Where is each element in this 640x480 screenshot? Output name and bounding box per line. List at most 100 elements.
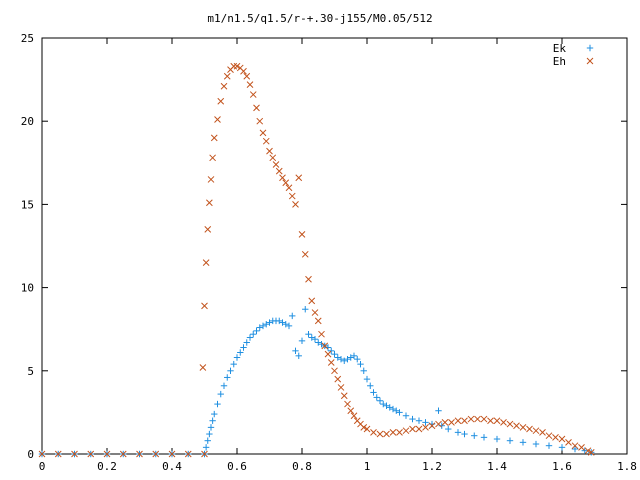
ek-point (298, 337, 306, 345)
eh-point (389, 429, 397, 436)
eh-point (243, 72, 251, 80)
ek-point (367, 382, 374, 389)
ek-point (289, 312, 296, 320)
eh-point (38, 450, 46, 458)
ek-point (311, 335, 319, 343)
ek-point (240, 344, 247, 351)
x-tick-label: 1.6 (552, 460, 572, 473)
eh-point (376, 430, 384, 438)
y-tick-label: 20 (21, 115, 34, 128)
eh-point (584, 447, 592, 455)
y-tick-label: 10 (21, 282, 34, 295)
ek-point (250, 330, 257, 338)
eh-point (334, 375, 342, 383)
ek-point (445, 425, 452, 433)
ek-point (571, 445, 579, 453)
eh-point (256, 117, 264, 125)
legend-label-ek: Ek (553, 42, 567, 55)
eh-point (422, 424, 429, 431)
eh-point (249, 91, 257, 98)
ek-point (402, 412, 410, 419)
eh-point (305, 275, 312, 283)
eh-point (435, 420, 442, 428)
axis-ticks: 0 0.2 0.4 0.6 0.8 1 1.2 1.4 1.6 1.8 0 5 10 15 20 25 (21, 32, 637, 473)
eh-point (103, 450, 111, 458)
y-tick-label: 5 (27, 365, 34, 378)
ek-point (545, 442, 553, 449)
eh-point (292, 201, 299, 208)
legend-marker-ek (586, 44, 594, 52)
eh-point (223, 72, 231, 80)
ek-point (209, 417, 216, 424)
ek-point (230, 360, 237, 368)
eh-point (321, 342, 329, 350)
eh-point (262, 137, 270, 145)
ek-point (519, 439, 527, 446)
x-tick-label: 0 (39, 460, 46, 473)
legend: Ek Eh (553, 42, 594, 68)
eh-point (259, 129, 267, 137)
ek-point (243, 339, 250, 346)
x-tick-label: 1.2 (422, 460, 442, 473)
ek-point (202, 444, 210, 451)
ek-point (360, 367, 367, 374)
eh-point (331, 367, 338, 375)
chart-title: m1/n1.5/q1.5/r-+.30-j155/M0.05/512 (207, 12, 432, 25)
ek-point (308, 334, 315, 341)
ek-point (266, 319, 273, 326)
eh-point (441, 419, 449, 426)
ek-point (263, 321, 270, 328)
eh-point (347, 407, 355, 415)
eh-point (311, 309, 319, 316)
eh-point (54, 450, 62, 458)
eh-point (266, 147, 273, 155)
eh-point (578, 443, 585, 451)
ek-point (237, 349, 244, 356)
plot-frame (41, 37, 628, 455)
ek-point (389, 405, 397, 413)
ek-point (344, 355, 351, 363)
ek-point (206, 430, 213, 438)
ek-point (396, 409, 403, 416)
eh-point (119, 450, 127, 458)
eh-point (370, 429, 377, 436)
eh-point (519, 424, 527, 431)
eh-point (545, 432, 553, 440)
ek-point (214, 400, 221, 408)
eh-point (493, 417, 501, 425)
eh-point (233, 62, 241, 70)
ek-point (409, 415, 416, 423)
x-tick-label: 0.4 (162, 460, 182, 473)
eh-point (467, 415, 475, 423)
ek-point (282, 321, 289, 328)
eh-point (360, 424, 368, 431)
ek-point (357, 360, 364, 368)
eh-point (383, 430, 390, 438)
eh-point (350, 412, 358, 420)
y-tick-label: 0 (27, 448, 34, 461)
eh-point (217, 97, 225, 105)
ek-point (295, 352, 302, 360)
ek-point (354, 355, 361, 363)
ek-point (256, 324, 263, 331)
ek-point (363, 375, 371, 383)
eh-point (295, 174, 303, 182)
eh-point (363, 425, 371, 433)
legend-label-eh: Eh (553, 55, 566, 68)
eh-point (461, 417, 468, 425)
eh-point (269, 154, 277, 162)
ek-point (493, 435, 501, 443)
ek-point (337, 355, 345, 363)
eh-point (526, 425, 533, 433)
ek-point (480, 434, 488, 441)
ek-point (373, 394, 380, 401)
eh-point (87, 450, 95, 458)
eh-point (288, 192, 296, 200)
ek-point (334, 354, 341, 361)
eh-point (220, 82, 228, 90)
eh-point (480, 415, 488, 423)
eh-point (201, 302, 208, 310)
ek-point (422, 419, 429, 426)
eh-point (201, 450, 208, 458)
